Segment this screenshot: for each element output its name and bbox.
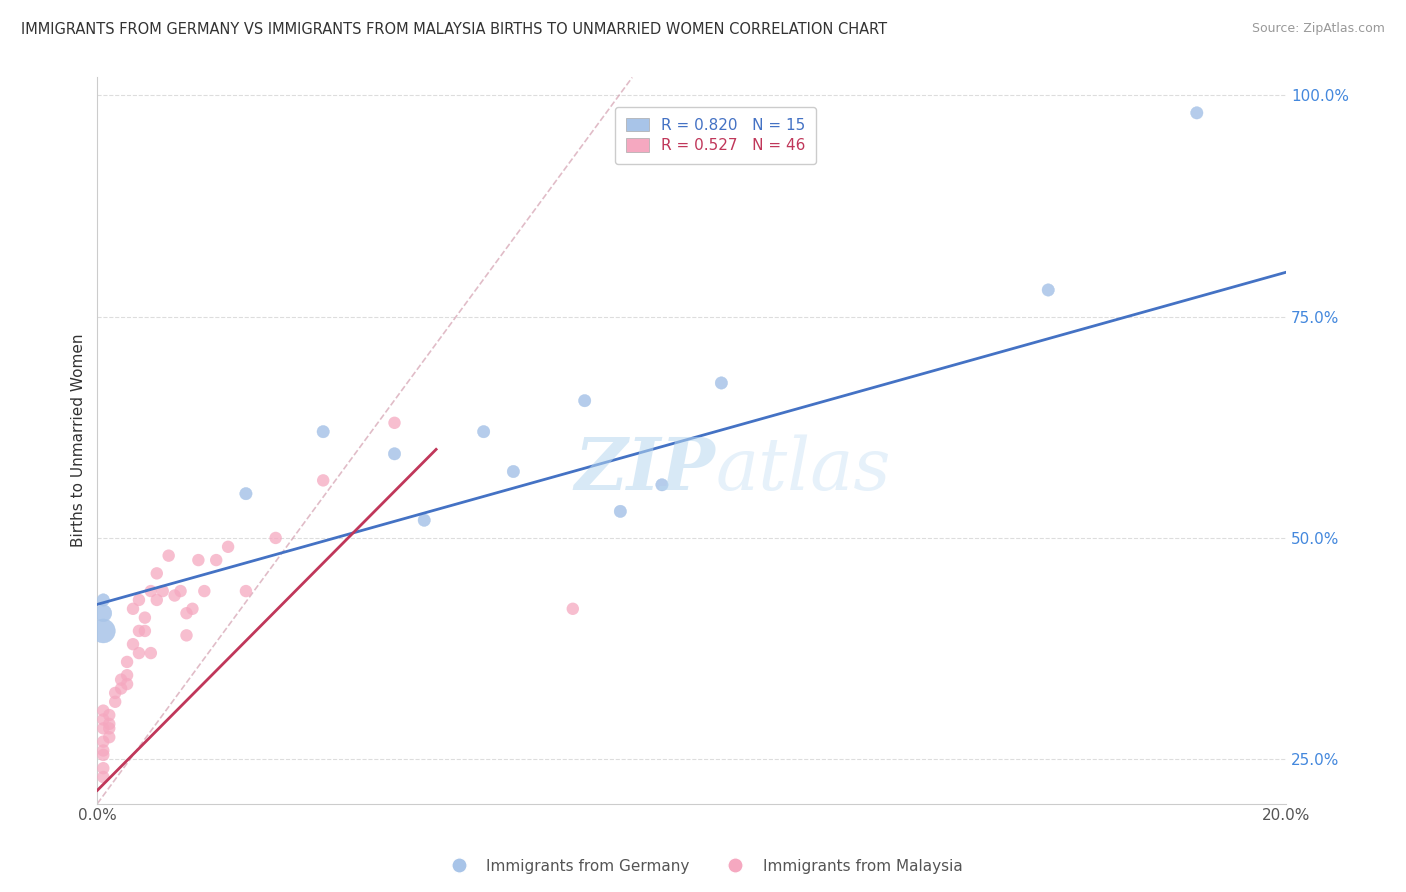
Point	[181, 602, 204, 616]
Point	[574, 393, 596, 408]
Point	[91, 593, 114, 607]
Point	[139, 646, 162, 660]
Point	[98, 730, 121, 744]
Point	[472, 425, 495, 439]
Point	[146, 593, 169, 607]
Point	[187, 553, 209, 567]
Point	[104, 695, 127, 709]
Point	[110, 673, 132, 687]
Point	[98, 717, 121, 731]
Point	[235, 486, 257, 500]
Point	[176, 628, 198, 642]
Text: ZIP: ZIP	[575, 434, 716, 505]
Point	[134, 624, 156, 638]
Point	[139, 584, 162, 599]
Point	[91, 747, 114, 762]
Point	[146, 566, 169, 581]
Text: IMMIGRANTS FROM GERMANY VS IMMIGRANTS FROM MALAYSIA BIRTHS TO UNMARRIED WOMEN CO: IMMIGRANTS FROM GERMANY VS IMMIGRANTS FR…	[21, 22, 887, 37]
Text: Source: ZipAtlas.com: Source: ZipAtlas.com	[1251, 22, 1385, 36]
Point	[1185, 106, 1208, 120]
Point	[115, 677, 138, 691]
Point	[91, 722, 114, 736]
Point	[384, 447, 406, 461]
Point	[264, 531, 287, 545]
Y-axis label: Births to Unmarried Women: Births to Unmarried Women	[72, 334, 86, 548]
Point	[134, 610, 156, 624]
Point	[128, 646, 150, 660]
Point	[110, 681, 132, 696]
Point	[312, 425, 335, 439]
Point	[98, 722, 121, 736]
Point	[312, 474, 335, 488]
Point	[163, 589, 186, 603]
Point	[651, 478, 673, 492]
Legend: R = 0.820   N = 15, R = 0.527   N = 46: R = 0.820 N = 15, R = 0.527 N = 46	[614, 107, 815, 164]
Point	[104, 686, 127, 700]
Point	[193, 584, 215, 599]
Point	[128, 593, 150, 607]
Point	[91, 761, 114, 775]
Point	[91, 734, 114, 748]
Point	[152, 584, 174, 599]
Point	[217, 540, 239, 554]
Point	[384, 416, 406, 430]
Point	[413, 513, 436, 527]
Point	[91, 624, 114, 638]
Point	[91, 606, 114, 620]
Point	[115, 655, 138, 669]
Point	[157, 549, 180, 563]
Point	[91, 713, 114, 727]
Point	[91, 704, 114, 718]
Point	[1038, 283, 1060, 297]
Point	[122, 602, 145, 616]
Point	[205, 553, 228, 567]
Point	[91, 743, 114, 757]
Point	[98, 708, 121, 723]
Point	[128, 624, 150, 638]
Point	[176, 606, 198, 620]
Point	[561, 602, 583, 616]
Text: atlas: atlas	[716, 434, 891, 505]
Point	[609, 504, 631, 518]
Point	[115, 668, 138, 682]
Point	[91, 770, 114, 784]
Legend: Immigrants from Germany, Immigrants from Malaysia: Immigrants from Germany, Immigrants from…	[437, 853, 969, 880]
Point	[122, 637, 145, 651]
Point	[502, 465, 524, 479]
Point	[169, 584, 191, 599]
Point	[235, 584, 257, 599]
Point	[710, 376, 733, 390]
